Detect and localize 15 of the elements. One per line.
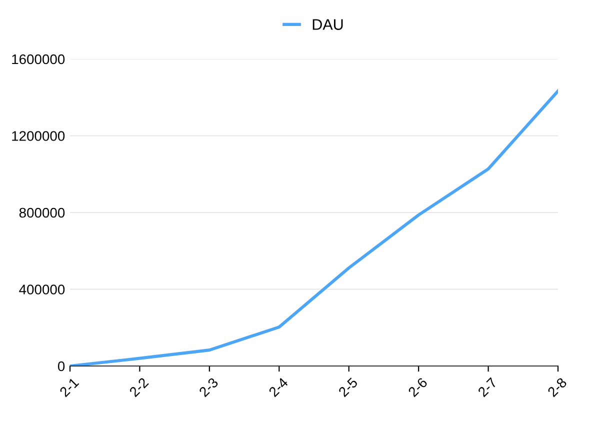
x-tick-label: 2-4 [268, 376, 288, 398]
legend-label: DAU [312, 19, 343, 30]
line-series [70, 90, 558, 366]
y-tick-label: 1200000 [12, 131, 65, 141]
x-tick-label: 2-1 [59, 377, 80, 398]
x-tick-label: 2-6 [408, 377, 428, 398]
y-tick-label: 1600000 [12, 54, 65, 64]
y-tick-label: 0 [58, 361, 65, 372]
y-tick-label: 400000 [19, 284, 65, 294]
x-tick-label: 2-3 [198, 377, 219, 398]
x-tick-label: 2-7 [477, 377, 498, 398]
x-tick-label: 2-2 [128, 377, 149, 398]
y-tick-label: 800000 [19, 208, 65, 218]
x-tick-label: 2-8 [547, 377, 568, 398]
x-tick-label: 2-5 [338, 377, 358, 398]
